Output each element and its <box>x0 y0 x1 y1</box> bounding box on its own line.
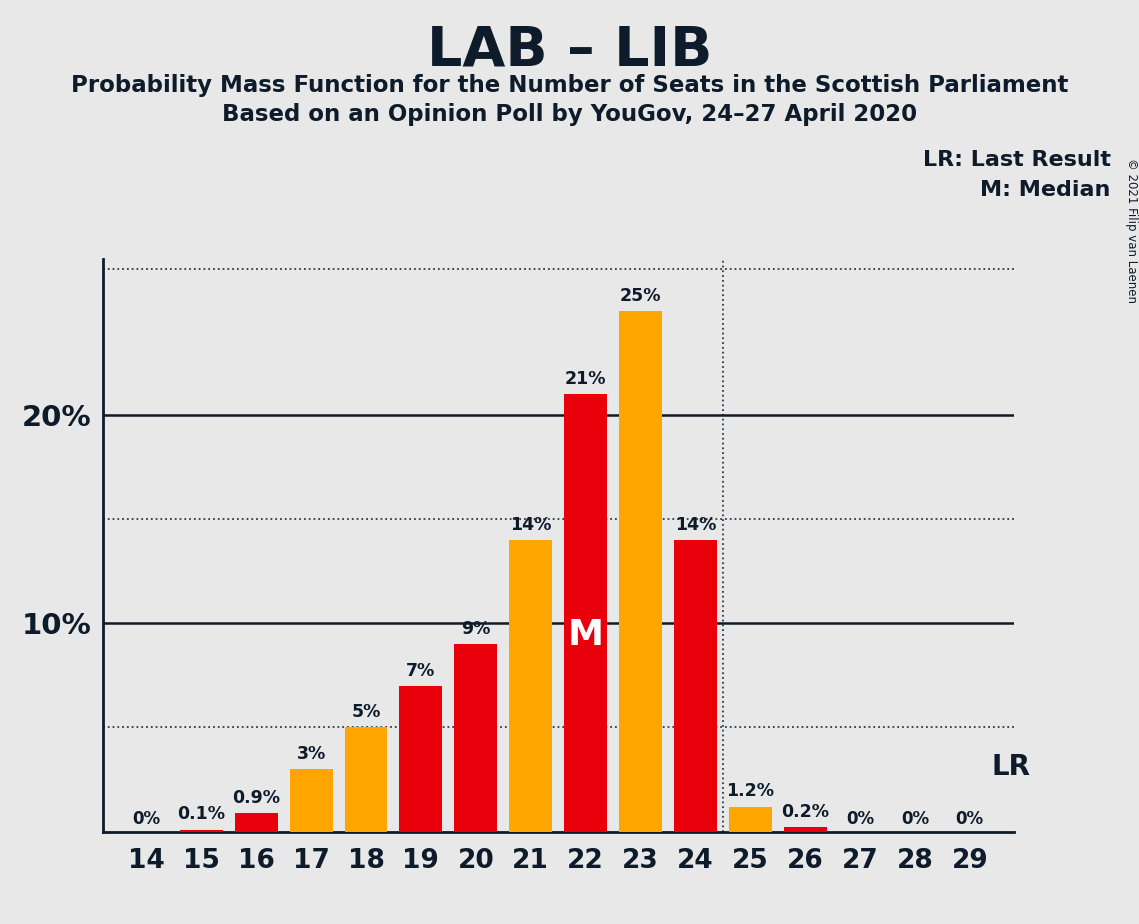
Bar <box>618 310 662 832</box>
Bar <box>454 644 498 832</box>
Bar <box>564 395 607 832</box>
Text: 0%: 0% <box>901 810 929 829</box>
Text: 25%: 25% <box>620 286 662 305</box>
Text: 3%: 3% <box>296 745 326 763</box>
Text: M: Median: M: Median <box>981 180 1111 201</box>
Text: 0%: 0% <box>132 810 161 829</box>
Text: 0.9%: 0.9% <box>232 788 280 807</box>
Text: 0%: 0% <box>846 810 874 829</box>
Text: 14%: 14% <box>674 516 716 534</box>
Bar <box>235 813 278 832</box>
Text: 9%: 9% <box>461 620 491 638</box>
Text: © 2021 Filip van Laenen: © 2021 Filip van Laenen <box>1124 159 1138 303</box>
Bar <box>509 540 552 832</box>
Text: 1.2%: 1.2% <box>727 783 775 800</box>
Bar <box>180 830 223 832</box>
Text: 0.2%: 0.2% <box>781 803 829 821</box>
Text: 0.1%: 0.1% <box>178 806 226 823</box>
Text: Based on an Opinion Poll by YouGov, 24–27 April 2020: Based on an Opinion Poll by YouGov, 24–2… <box>222 103 917 127</box>
Text: LR: LR <box>992 753 1031 781</box>
Bar <box>784 827 827 832</box>
Text: 21%: 21% <box>565 370 606 388</box>
Text: 14%: 14% <box>510 516 551 534</box>
Bar <box>289 769 333 832</box>
Bar <box>729 807 771 832</box>
Text: 5%: 5% <box>351 703 380 722</box>
Text: 0%: 0% <box>956 810 984 829</box>
Bar <box>345 727 387 832</box>
Text: Probability Mass Function for the Number of Seats in the Scottish Parliament: Probability Mass Function for the Number… <box>71 74 1068 97</box>
Bar <box>400 686 442 832</box>
Text: 7%: 7% <box>407 662 435 679</box>
Text: LR: Last Result: LR: Last Result <box>923 150 1111 170</box>
Text: LAB – LIB: LAB – LIB <box>427 23 712 77</box>
Bar <box>674 540 716 832</box>
Text: M: M <box>567 618 604 651</box>
